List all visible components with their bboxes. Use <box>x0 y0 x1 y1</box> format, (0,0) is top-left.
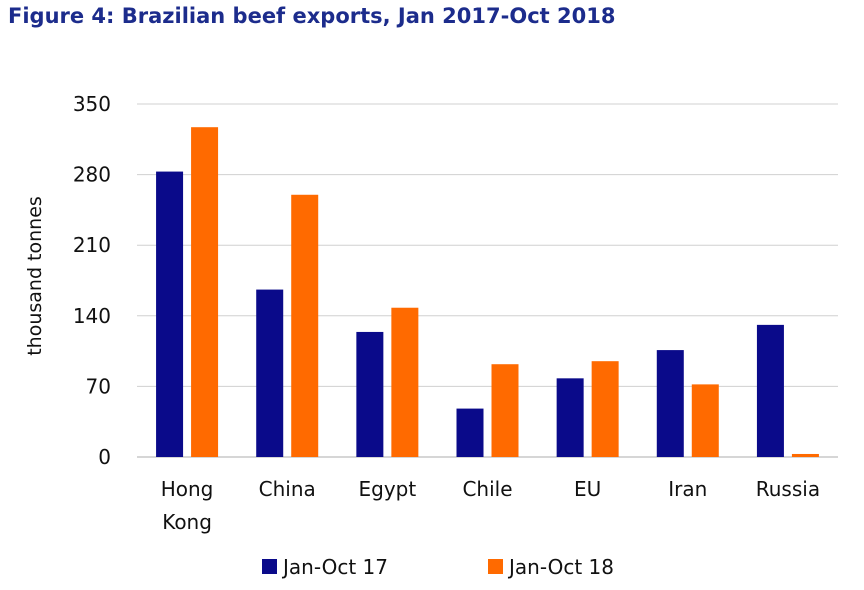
category-label-line: China <box>259 477 316 501</box>
category-label-line: Russia <box>756 477 820 501</box>
y-axis-label: thousand tonnes <box>24 196 46 356</box>
bar-jan-oct-17 <box>456 408 484 457</box>
category-label: Iran <box>668 477 707 501</box>
y-tick-label: 140 <box>73 304 111 328</box>
y-tick-label: 210 <box>73 233 111 257</box>
category-labels: Hong Kong China Egypt Chile EU Iran Russia <box>161 477 820 534</box>
bar-jan-oct-17 <box>256 289 284 457</box>
y-tick-label: 70 <box>86 374 111 398</box>
y-tick-label: 280 <box>73 163 111 187</box>
category-label: Hong Kong <box>161 477 214 534</box>
bars <box>156 127 819 457</box>
bar-jan-oct-18 <box>491 364 519 457</box>
category-label-line: Egypt <box>358 477 416 501</box>
category-label: EU <box>574 477 601 501</box>
bar-jan-oct-17 <box>356 331 384 457</box>
category-label: Egypt <box>358 477 416 501</box>
bar-jan-oct-17 <box>556 378 584 457</box>
category-label: Chile <box>462 477 512 501</box>
category-label-line: Chile <box>462 477 512 501</box>
category-label: Russia <box>756 477 820 501</box>
bar-jan-oct-18 <box>791 453 819 457</box>
bar-jan-oct-18 <box>691 384 719 457</box>
category-label-line: Hong <box>161 477 214 501</box>
bar-jan-oct-18 <box>191 127 219 457</box>
category-label-line: Iran <box>668 477 707 501</box>
legend-label: Jan-Oct 18 <box>507 555 614 579</box>
legend-label: Jan-Oct 17 <box>281 555 388 579</box>
y-tick-label: 0 <box>98 445 111 469</box>
bar-jan-oct-18 <box>291 194 319 457</box>
category-label-line: Kong <box>162 510 212 534</box>
legend-swatch <box>262 559 277 574</box>
chart-title: Figure 4: Brazilian beef exports, Jan 20… <box>8 4 616 28</box>
bar-jan-oct-18 <box>591 361 619 457</box>
gridlines <box>137 103 838 458</box>
y-tick-labels: 0 70 140 210 280 350 <box>73 92 111 469</box>
bar-jan-oct-17 <box>756 324 784 457</box>
bar-jan-oct-17 <box>656 350 684 457</box>
bar-jan-oct-18 <box>391 307 419 457</box>
legend: Jan-Oct 17 Jan-Oct 18 <box>262 555 614 579</box>
category-label-line: EU <box>574 477 601 501</box>
bar-jan-oct-17 <box>156 171 184 457</box>
y-tick-label: 350 <box>73 92 111 116</box>
category-label: China <box>259 477 316 501</box>
legend-swatch <box>488 559 503 574</box>
